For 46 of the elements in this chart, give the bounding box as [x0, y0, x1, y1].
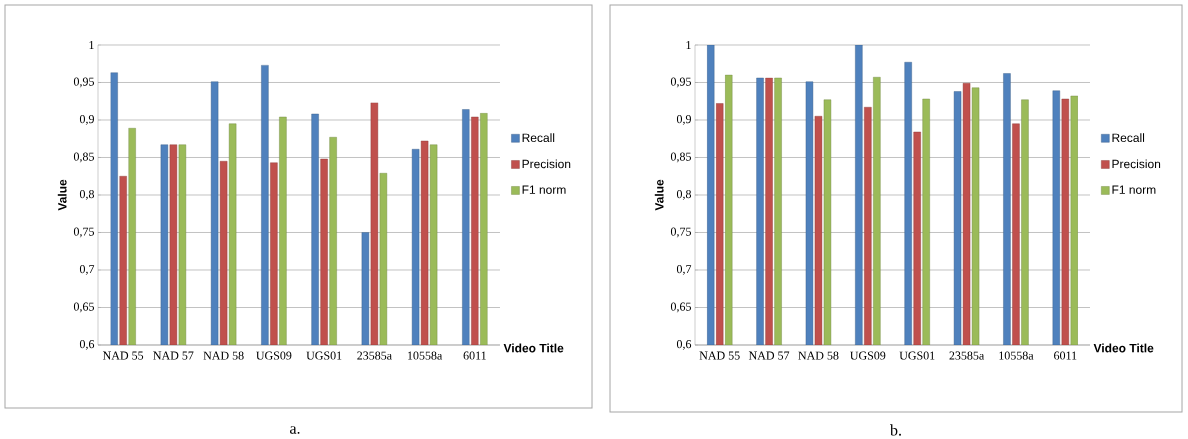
y-tick-label: 0,6 [676, 340, 692, 350]
y-tick-label: 0,7 [676, 265, 692, 275]
y-tick-label: 0,7 [79, 265, 95, 275]
x-tick-label: UGS09 [256, 351, 292, 360]
y-tick-label: 0,8 [79, 190, 95, 200]
x-tick-label: 23585a [357, 351, 392, 360]
y-tick-label: 0,75 [670, 227, 692, 238]
y-axis-title: Value [57, 179, 67, 211]
y-tick-label: 0,85 [670, 152, 692, 163]
x-tick-label: NAD 57 [153, 351, 194, 360]
legend-label: Recall [522, 133, 555, 142]
x-tick-label: 10558a [408, 351, 443, 360]
y-axis-title: Value [654, 179, 664, 211]
text: a. [290, 426, 300, 434]
x-tick-label: NAD 58 [798, 351, 839, 360]
y-tick-label: 0,95 [670, 77, 692, 88]
legend-label: Precision [522, 159, 571, 169]
y-tick-label: 1 [89, 41, 94, 49]
y-tick-label: 0,9 [676, 115, 691, 125]
x-tick-label: UGS09 [850, 351, 886, 360]
text: b. [890, 424, 901, 436]
x-tick-label: 6011 [463, 351, 486, 360]
y-tick-label: 0,95 [73, 77, 94, 88]
y-tick-label: 0,6 [79, 340, 95, 350]
x-tick-label: UGS01 [899, 351, 935, 360]
y-tick-label: 0,75 [73, 227, 94, 238]
x-axis-title: Video Title [1093, 343, 1154, 353]
legend-label: Precision [1112, 159, 1161, 169]
x-tick-label: UGS01 [306, 351, 342, 360]
x-tick-label: 10558a [999, 351, 1034, 360]
legend-label: F1 norm [1112, 185, 1156, 194]
x-tick-label: NAD 55 [699, 351, 740, 360]
legend-label: F1 norm [522, 185, 566, 194]
y-tick-label: 0,9 [79, 115, 94, 125]
x-tick-label: 6011 [1054, 351, 1077, 360]
y-tick-label: 0,85 [73, 152, 94, 163]
x-axis-title: Video Title [503, 343, 564, 353]
y-tick-label: 0,8 [676, 190, 692, 200]
x-tick-label: NAD 58 [203, 351, 244, 360]
y-tick-label: 1 [686, 41, 691, 49]
x-tick-label: NAD 55 [102, 351, 144, 360]
x-tick-label: NAD 57 [748, 351, 790, 360]
legend-label: Recall [1112, 133, 1145, 142]
y-tick-label: 0,65 [670, 302, 692, 313]
x-tick-label: 23585a [949, 351, 985, 360]
y-tick-label: 0,65 [73, 302, 94, 313]
